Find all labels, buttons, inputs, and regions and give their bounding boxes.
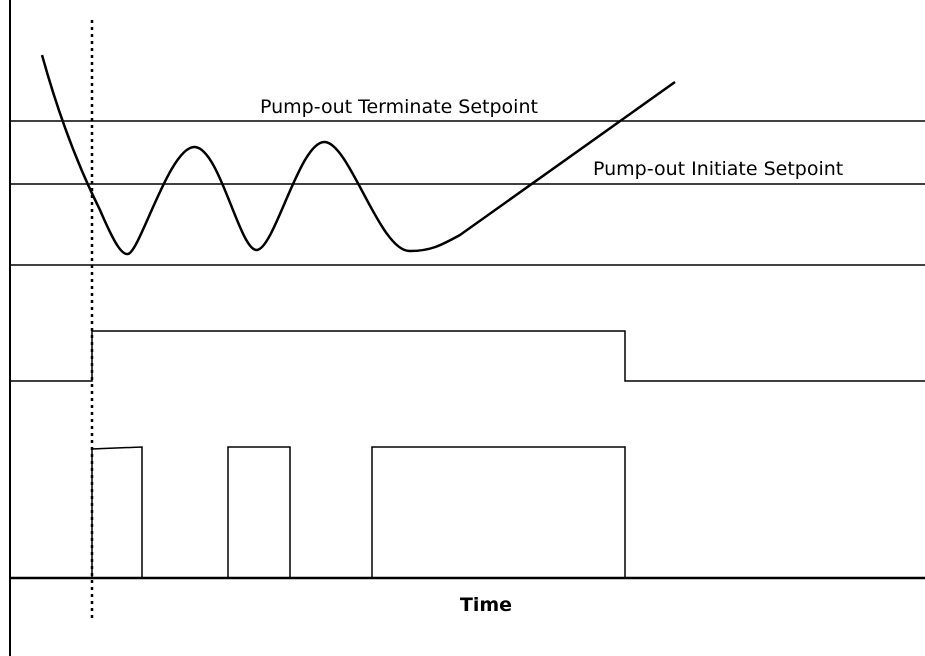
step-signal: [10, 330, 925, 382]
axis-label: Time: [460, 594, 512, 616]
pulse: [227, 446, 291, 578]
pulse: [371, 446, 626, 578]
initiate-label: Pump-out Initiate Setpoint: [593, 158, 843, 180]
pulse: [91, 446, 143, 578]
level-curve: [40, 54, 676, 256]
terminate-label: Pump-out Terminate Setpoint: [260, 96, 538, 118]
